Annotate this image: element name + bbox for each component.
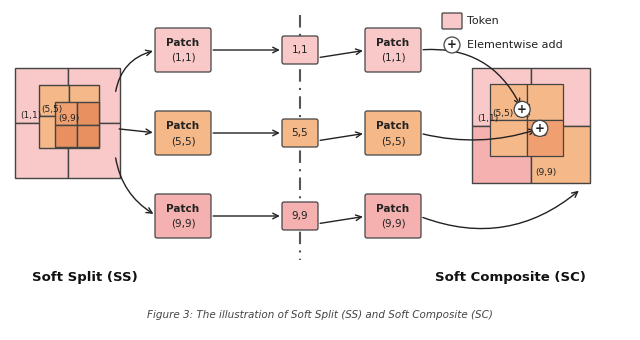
Bar	[69, 85, 99, 116]
Bar	[55, 102, 77, 125]
FancyBboxPatch shape	[282, 36, 318, 64]
Text: Token: Token	[467, 16, 499, 26]
Circle shape	[532, 120, 548, 136]
FancyBboxPatch shape	[155, 194, 211, 238]
FancyBboxPatch shape	[282, 202, 318, 230]
Bar	[534, 122, 547, 135]
Text: (1,1): (1,1)	[381, 53, 405, 63]
Text: (1,1): (1,1)	[20, 111, 41, 120]
Text: Patch: Patch	[376, 121, 410, 131]
Text: Soft Split (SS): Soft Split (SS)	[32, 272, 138, 285]
Bar	[472, 125, 531, 183]
FancyBboxPatch shape	[282, 119, 318, 147]
Bar	[527, 84, 563, 120]
FancyBboxPatch shape	[442, 13, 462, 29]
Text: (9,9): (9,9)	[58, 114, 79, 123]
Bar	[527, 120, 563, 156]
Text: (1,1): (1,1)	[171, 53, 195, 63]
Bar	[490, 84, 527, 120]
Circle shape	[514, 101, 530, 117]
Text: Elementwise add: Elementwise add	[467, 40, 563, 50]
Text: (5,5): (5,5)	[171, 136, 195, 146]
Text: (9,9): (9,9)	[535, 168, 556, 177]
FancyBboxPatch shape	[365, 28, 421, 72]
Text: +: +	[517, 103, 527, 116]
Text: Patch: Patch	[376, 38, 410, 48]
Bar	[67, 123, 120, 178]
Text: (5,5): (5,5)	[493, 109, 514, 118]
Bar	[472, 68, 531, 125]
Text: Patch: Patch	[376, 204, 410, 214]
Bar	[531, 68, 590, 125]
Bar	[69, 116, 99, 148]
Text: 5,5: 5,5	[292, 128, 308, 138]
Bar	[490, 120, 527, 156]
Text: (5,5): (5,5)	[381, 136, 405, 146]
FancyBboxPatch shape	[365, 111, 421, 155]
Text: (1,1): (1,1)	[477, 114, 499, 122]
FancyBboxPatch shape	[155, 111, 211, 155]
Text: 1,1: 1,1	[292, 45, 308, 55]
Text: (9,9): (9,9)	[381, 219, 405, 229]
Text: Patch: Patch	[166, 204, 200, 214]
Text: Soft Composite (SC): Soft Composite (SC)	[435, 272, 586, 285]
Bar	[38, 85, 69, 116]
FancyBboxPatch shape	[365, 194, 421, 238]
Text: Patch: Patch	[166, 121, 200, 131]
Bar	[15, 68, 67, 123]
Bar	[67, 68, 120, 123]
Bar	[55, 125, 77, 148]
Bar	[38, 116, 69, 148]
Circle shape	[444, 37, 460, 53]
Bar	[516, 103, 529, 116]
Text: 9,9: 9,9	[292, 211, 308, 221]
Text: (9,9): (9,9)	[171, 219, 195, 229]
Text: (5,5): (5,5)	[42, 105, 63, 114]
Bar	[77, 102, 99, 125]
Bar	[15, 123, 67, 178]
Text: Figure 3: The illustration of Soft Split (SS) and Soft Composite (SC): Figure 3: The illustration of Soft Split…	[147, 310, 493, 320]
Text: Patch: Patch	[166, 38, 200, 48]
Text: +: +	[535, 122, 545, 135]
Bar	[531, 125, 590, 183]
Text: +: +	[447, 38, 457, 51]
Bar	[77, 125, 99, 148]
FancyBboxPatch shape	[155, 28, 211, 72]
